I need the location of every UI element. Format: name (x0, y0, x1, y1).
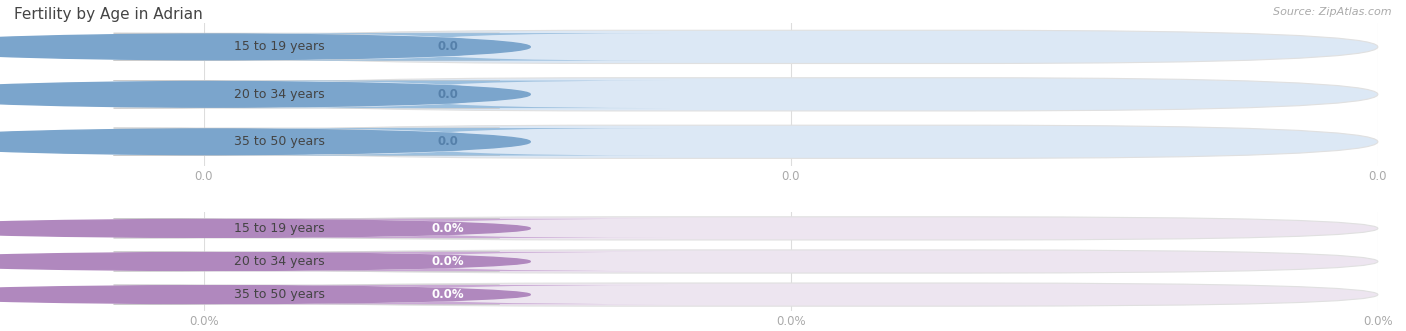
FancyBboxPatch shape (225, 252, 669, 271)
Circle shape (0, 286, 530, 304)
Text: 0.0: 0.0 (437, 88, 458, 101)
Text: 0.0%: 0.0% (432, 255, 464, 268)
FancyBboxPatch shape (114, 33, 499, 61)
FancyBboxPatch shape (114, 219, 499, 238)
Text: 0.0%: 0.0% (432, 222, 464, 235)
Text: 20 to 34 years: 20 to 34 years (235, 255, 325, 268)
FancyBboxPatch shape (225, 80, 669, 108)
FancyBboxPatch shape (114, 128, 499, 156)
FancyBboxPatch shape (225, 285, 669, 304)
Text: Fertility by Age in Adrian: Fertility by Age in Adrian (14, 7, 202, 22)
FancyBboxPatch shape (114, 285, 499, 304)
FancyBboxPatch shape (225, 128, 669, 156)
FancyBboxPatch shape (114, 252, 499, 271)
Text: 15 to 19 years: 15 to 19 years (235, 222, 325, 235)
Circle shape (0, 34, 530, 60)
FancyBboxPatch shape (225, 33, 669, 61)
FancyBboxPatch shape (204, 283, 1378, 306)
Text: Source: ZipAtlas.com: Source: ZipAtlas.com (1274, 7, 1392, 17)
Circle shape (0, 253, 530, 270)
FancyBboxPatch shape (204, 125, 1378, 159)
FancyBboxPatch shape (225, 219, 669, 238)
Text: 35 to 50 years: 35 to 50 years (235, 288, 325, 301)
Circle shape (0, 219, 530, 237)
Text: 35 to 50 years: 35 to 50 years (235, 135, 325, 148)
FancyBboxPatch shape (204, 78, 1378, 111)
Text: 0.0: 0.0 (437, 135, 458, 148)
Circle shape (0, 129, 530, 155)
Text: 0.0%: 0.0% (432, 288, 464, 301)
FancyBboxPatch shape (204, 217, 1378, 240)
Text: 20 to 34 years: 20 to 34 years (235, 88, 325, 101)
Text: 15 to 19 years: 15 to 19 years (235, 40, 325, 53)
Circle shape (0, 81, 530, 107)
FancyBboxPatch shape (114, 80, 499, 108)
Text: 0.0: 0.0 (437, 40, 458, 53)
FancyBboxPatch shape (204, 250, 1378, 273)
FancyBboxPatch shape (204, 30, 1378, 64)
